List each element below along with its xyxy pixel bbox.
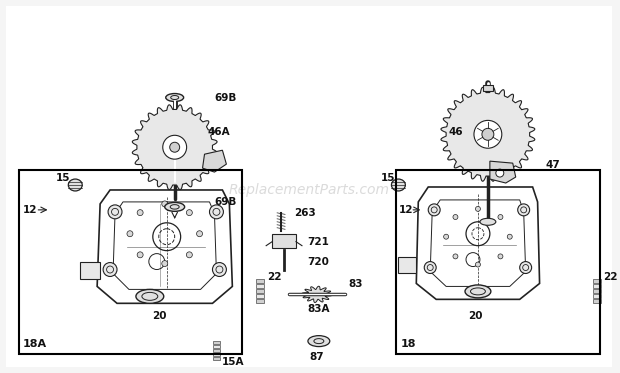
Circle shape bbox=[476, 262, 480, 267]
Bar bbox=[213, 341, 221, 344]
Polygon shape bbox=[97, 190, 232, 303]
Circle shape bbox=[518, 204, 529, 216]
Ellipse shape bbox=[136, 289, 164, 303]
Circle shape bbox=[474, 120, 502, 148]
Bar bbox=[593, 294, 601, 298]
Circle shape bbox=[103, 263, 117, 276]
Polygon shape bbox=[302, 286, 332, 303]
Polygon shape bbox=[441, 87, 535, 181]
Circle shape bbox=[127, 231, 133, 237]
Circle shape bbox=[520, 261, 531, 273]
Circle shape bbox=[210, 205, 223, 219]
Text: 47: 47 bbox=[546, 160, 560, 170]
Bar bbox=[593, 285, 601, 288]
Bar bbox=[399, 257, 416, 273]
Bar bbox=[256, 289, 264, 294]
Text: 18A: 18A bbox=[22, 339, 46, 349]
Circle shape bbox=[444, 234, 449, 239]
Circle shape bbox=[453, 254, 458, 259]
Circle shape bbox=[476, 206, 480, 211]
Circle shape bbox=[137, 210, 143, 216]
Circle shape bbox=[213, 263, 226, 276]
Text: 69B: 69B bbox=[215, 93, 237, 103]
Circle shape bbox=[187, 210, 192, 216]
Bar bbox=[213, 353, 221, 356]
Ellipse shape bbox=[68, 179, 82, 191]
Text: 83: 83 bbox=[348, 279, 363, 289]
Circle shape bbox=[424, 261, 436, 273]
Text: 18: 18 bbox=[401, 339, 416, 349]
Text: 12: 12 bbox=[22, 205, 37, 215]
Text: 15A: 15A bbox=[221, 357, 244, 367]
Ellipse shape bbox=[480, 218, 496, 225]
Polygon shape bbox=[132, 105, 217, 189]
Text: 721: 721 bbox=[307, 237, 329, 247]
Polygon shape bbox=[203, 150, 226, 172]
Text: 83A: 83A bbox=[307, 304, 329, 314]
Bar bbox=[256, 285, 264, 288]
Bar bbox=[256, 279, 264, 283]
Circle shape bbox=[498, 254, 503, 259]
Bar bbox=[272, 234, 296, 248]
Circle shape bbox=[496, 169, 504, 177]
Ellipse shape bbox=[165, 203, 185, 211]
Text: 20: 20 bbox=[468, 311, 482, 321]
Polygon shape bbox=[416, 187, 539, 300]
Text: 46: 46 bbox=[448, 127, 463, 137]
Text: 46A: 46A bbox=[208, 127, 230, 137]
Bar bbox=[256, 300, 264, 303]
Circle shape bbox=[428, 204, 440, 216]
Circle shape bbox=[108, 205, 122, 219]
Circle shape bbox=[197, 231, 203, 237]
Circle shape bbox=[137, 252, 143, 258]
Text: 263: 263 bbox=[294, 208, 316, 218]
Text: 720: 720 bbox=[307, 257, 329, 267]
Circle shape bbox=[162, 201, 168, 207]
Polygon shape bbox=[490, 161, 516, 183]
Ellipse shape bbox=[465, 285, 491, 298]
Text: ReplacementParts.com: ReplacementParts.com bbox=[228, 183, 389, 197]
Text: 15: 15 bbox=[55, 173, 70, 183]
Bar bbox=[213, 345, 221, 348]
Circle shape bbox=[507, 234, 512, 239]
Text: 15: 15 bbox=[381, 173, 395, 183]
Ellipse shape bbox=[166, 94, 184, 101]
Circle shape bbox=[163, 135, 187, 159]
Circle shape bbox=[498, 214, 503, 219]
Text: 22: 22 bbox=[603, 272, 618, 282]
Bar bbox=[483, 85, 493, 91]
Text: 22: 22 bbox=[267, 272, 281, 282]
Bar bbox=[593, 279, 601, 283]
Circle shape bbox=[170, 142, 180, 152]
Text: 20: 20 bbox=[152, 311, 166, 321]
Bar bbox=[256, 294, 264, 298]
Circle shape bbox=[162, 261, 168, 267]
Circle shape bbox=[482, 128, 494, 140]
Bar bbox=[396, 170, 600, 354]
Bar bbox=[80, 261, 100, 279]
Bar bbox=[213, 349, 221, 352]
Ellipse shape bbox=[308, 336, 330, 347]
Bar bbox=[19, 170, 242, 354]
Circle shape bbox=[187, 252, 192, 258]
Text: 12: 12 bbox=[399, 205, 413, 215]
Text: 69B: 69B bbox=[215, 197, 237, 207]
Ellipse shape bbox=[391, 179, 405, 191]
Bar bbox=[593, 300, 601, 303]
Bar bbox=[593, 289, 601, 294]
Circle shape bbox=[453, 214, 458, 219]
Bar bbox=[213, 357, 221, 360]
Text: 87: 87 bbox=[309, 352, 324, 362]
